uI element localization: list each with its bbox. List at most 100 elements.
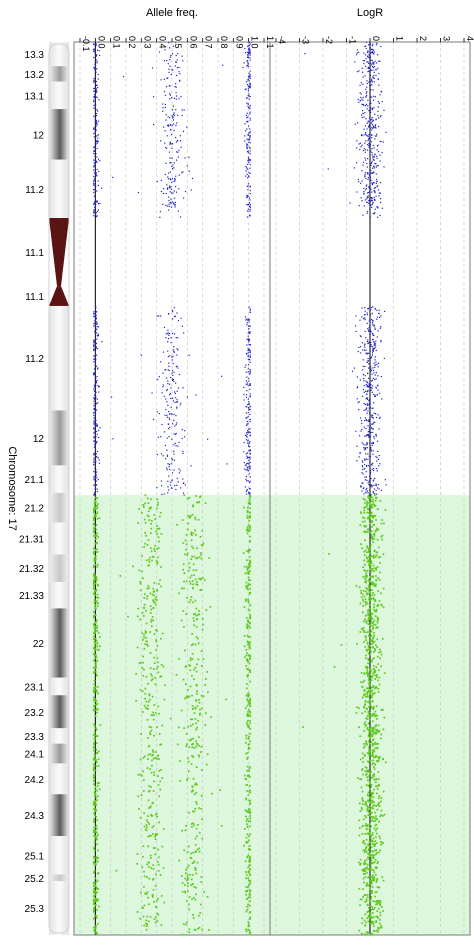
data-point xyxy=(153,582,156,584)
data-point xyxy=(367,769,369,772)
data-point xyxy=(369,496,372,499)
data-point xyxy=(369,728,372,731)
data-point xyxy=(247,431,249,433)
chromosome-band xyxy=(49,66,69,82)
data-point xyxy=(367,701,369,703)
data-point xyxy=(246,433,248,435)
data-point xyxy=(249,493,251,495)
data-point xyxy=(178,726,180,729)
data-point xyxy=(94,688,96,691)
data-point xyxy=(96,210,99,213)
data-point xyxy=(369,94,371,96)
data-point xyxy=(359,602,362,605)
data-point xyxy=(246,623,248,626)
data-point xyxy=(246,790,249,792)
data-point xyxy=(136,646,139,649)
data-point xyxy=(249,784,251,787)
data-point xyxy=(379,562,381,564)
data-point xyxy=(245,565,248,568)
data-point xyxy=(176,59,178,61)
data-point xyxy=(246,660,249,662)
data-point xyxy=(365,407,368,409)
data-point xyxy=(245,480,248,482)
data-point xyxy=(188,811,190,814)
data-point xyxy=(372,171,375,173)
data-point xyxy=(247,175,250,177)
data-point xyxy=(372,692,375,695)
data-point xyxy=(365,657,367,660)
data-point xyxy=(184,890,186,893)
data-point xyxy=(248,694,250,696)
chromosome-band xyxy=(49,522,69,555)
data-point xyxy=(379,903,381,906)
data-point xyxy=(379,901,382,904)
data-point xyxy=(96,550,99,553)
data-point xyxy=(371,96,373,98)
data-point xyxy=(248,80,250,82)
data-point xyxy=(145,829,148,832)
data-point xyxy=(149,731,151,734)
data-point xyxy=(96,90,98,92)
data-point xyxy=(362,161,365,163)
data-point xyxy=(96,175,98,177)
data-point xyxy=(369,543,372,546)
data-point xyxy=(201,818,203,821)
data-point xyxy=(98,462,101,464)
data-point xyxy=(169,65,171,67)
data-point xyxy=(366,718,369,720)
data-point xyxy=(248,132,250,134)
data-point xyxy=(94,66,96,69)
data-point xyxy=(97,137,99,139)
data-point xyxy=(246,120,248,123)
data-point xyxy=(248,49,250,51)
data-point xyxy=(365,850,368,853)
data-point xyxy=(366,61,368,63)
data-point xyxy=(92,667,95,669)
data-point xyxy=(244,707,247,709)
data-point xyxy=(169,85,171,87)
data-point xyxy=(371,154,373,156)
data-point xyxy=(371,423,373,425)
data-point xyxy=(366,135,368,137)
data-point xyxy=(194,516,197,519)
tick-label: 0.6 xyxy=(188,36,198,49)
data-point xyxy=(159,874,162,876)
data-point xyxy=(366,210,369,213)
data-point xyxy=(243,774,246,777)
data-point xyxy=(247,884,250,887)
data-point xyxy=(93,212,95,214)
data-point xyxy=(183,849,186,852)
data-point xyxy=(364,149,366,151)
data-point xyxy=(365,337,367,339)
data-point xyxy=(371,713,374,716)
data-point xyxy=(182,482,184,485)
data-point xyxy=(136,615,139,618)
data-point xyxy=(245,626,248,629)
data-point xyxy=(186,497,189,500)
data-point xyxy=(175,159,178,161)
data-point xyxy=(374,138,376,140)
data-point xyxy=(370,96,372,98)
data-point xyxy=(361,472,363,474)
data-point xyxy=(150,771,153,774)
data-point xyxy=(173,444,175,446)
data-point xyxy=(95,661,97,664)
data-point xyxy=(377,110,379,112)
data-point xyxy=(171,370,174,372)
data-point xyxy=(94,499,97,502)
data-point xyxy=(92,518,95,521)
data-point xyxy=(96,831,98,834)
data-point xyxy=(372,167,374,169)
data-point xyxy=(151,802,154,805)
data-point xyxy=(377,663,380,665)
data-point xyxy=(246,382,249,384)
data-point xyxy=(369,608,372,610)
data-point xyxy=(97,184,99,187)
data-point xyxy=(247,695,250,698)
data-point xyxy=(185,900,188,902)
data-point xyxy=(195,766,198,768)
data-point xyxy=(379,182,382,184)
data-point xyxy=(370,839,373,841)
data-point xyxy=(196,663,198,666)
data-point xyxy=(369,688,371,691)
